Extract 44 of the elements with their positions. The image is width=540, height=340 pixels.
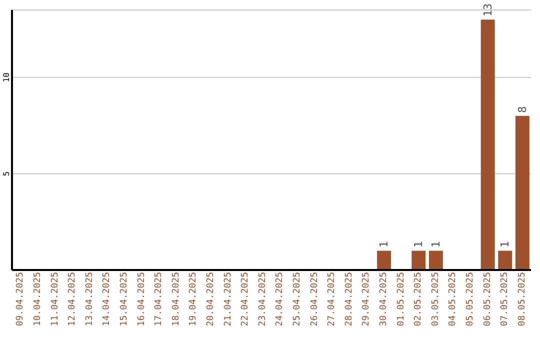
bar xyxy=(412,250,426,270)
x-tick-label: 07.05.2025 xyxy=(500,272,510,326)
x-tick-label: 02.05.2025 xyxy=(414,272,424,326)
x-tick-label: 14.04.2025 xyxy=(102,272,112,326)
x-tick-label: 19.04.2025 xyxy=(188,272,199,326)
x-tick-label: 20.04.2025 xyxy=(206,272,216,326)
x-tick-label: 15.04.2025 xyxy=(119,272,130,326)
x-tick-label: 18.04.2025 xyxy=(171,272,182,326)
x-tick-label: 08.05.2025 xyxy=(517,272,528,326)
data-label: 1 xyxy=(429,241,442,248)
data-label: 1 xyxy=(498,241,512,248)
x-tick-label: 09.04.2025 xyxy=(16,272,26,326)
x-tick-label: 10.04.2025 xyxy=(32,272,43,326)
x-tick-label: 04.05.2025 xyxy=(448,272,458,326)
x-tick-label: 23.04.2025 xyxy=(258,272,268,326)
x-tick-label: 30.04.2025 xyxy=(378,272,389,326)
y-tick-label: 5 xyxy=(2,171,11,176)
x-tick-label: 06.05.2025 xyxy=(482,272,493,326)
data-label: 8 xyxy=(516,106,529,113)
bar xyxy=(480,20,495,270)
x-tick-label: 01.05.2025 xyxy=(396,272,406,326)
bar xyxy=(498,250,512,270)
x-tick-label: 28.04.2025 xyxy=(344,272,354,326)
bar xyxy=(377,250,392,270)
x-tick-label: 03.05.2025 xyxy=(430,272,441,326)
data-label: 13 xyxy=(481,3,494,17)
x-tick-label: 11.04.2025 xyxy=(50,272,60,326)
x-tick-label: 21.04.2025 xyxy=(223,272,234,326)
x-tick-label: 25.04.2025 xyxy=(292,272,302,326)
x-tick-label: 16.04.2025 xyxy=(136,272,147,326)
data-label: 1 xyxy=(412,241,426,248)
y-tick-label: 10 xyxy=(2,72,11,82)
x-tick-label: 29.04.2025 xyxy=(362,272,372,326)
x-tick-label: 17.04.2025 xyxy=(154,272,164,326)
x-tick-label: 13.04.2025 xyxy=(84,272,95,326)
x-tick-label: 12.04.2025 xyxy=(68,272,78,326)
x-tick-label: 22.04.2025 xyxy=(240,272,251,326)
x-tick-label: 27.04.2025 xyxy=(327,272,338,326)
data-label: 1 xyxy=(378,241,391,248)
x-tick-label: 05.05.2025 xyxy=(465,272,476,326)
x-tick-label: 24.04.2025 xyxy=(275,272,286,326)
bar xyxy=(428,250,443,270)
x-tick-label: 26.04.2025 xyxy=(310,272,320,326)
bar xyxy=(515,116,530,270)
